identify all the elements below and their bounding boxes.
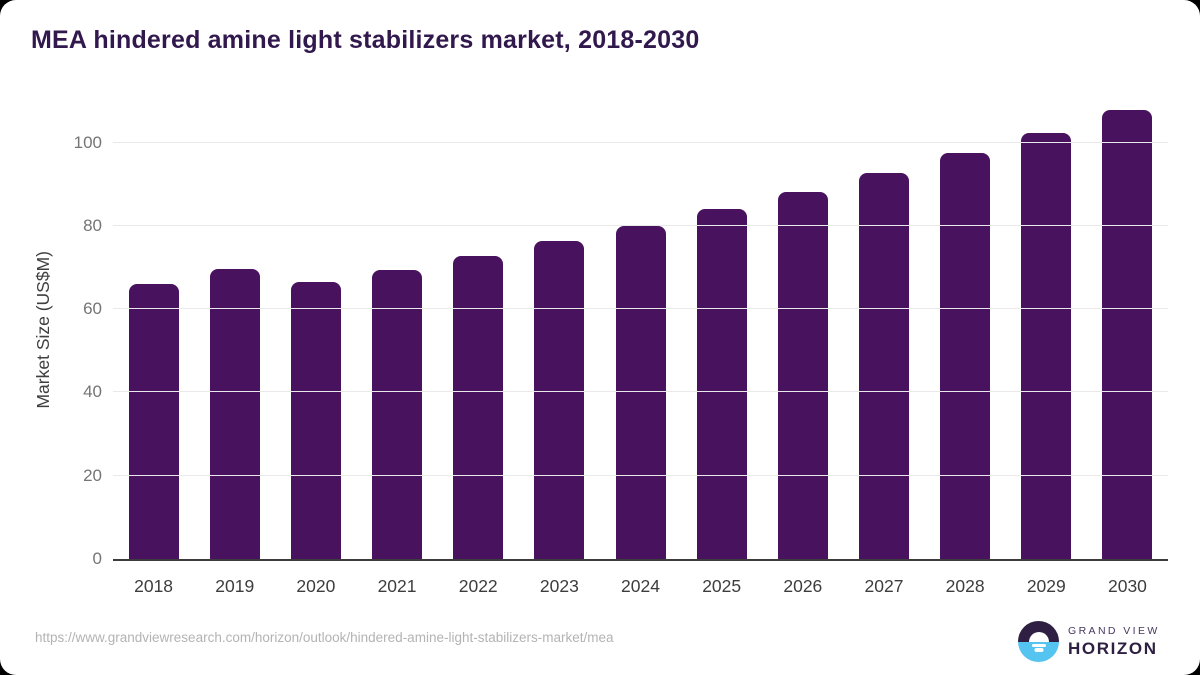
bar-cell-2020: 2020: [275, 101, 356, 596]
x-tick-label-2024: 2024: [621, 576, 660, 596]
bar-2020[interactable]: [290, 282, 341, 559]
brand-logo[interactable]: GRAND VIEW HORIZON: [1018, 621, 1160, 662]
x-tick-label-2020: 2020: [296, 576, 336, 596]
bar-cell-2026: 2026: [762, 101, 843, 596]
bar-cell-2030: 2030: [1087, 101, 1168, 596]
gridline-y-20: [113, 474, 1168, 476]
y-axis-title-label: Market Size (US$M): [32, 251, 53, 409]
bar-2023[interactable]: [534, 240, 585, 559]
bar-2030[interactable]: [1102, 109, 1153, 559]
bar-cell-2028: 2028: [925, 101, 1006, 596]
y-tick-label-80: 80: [83, 215, 102, 235]
logo-reflection-line-1: [1031, 643, 1046, 648]
bar-cell-2021: 2021: [356, 101, 437, 596]
y-tick-label-60: 60: [83, 299, 102, 319]
bar-2027[interactable]: [858, 173, 909, 559]
bar-2029[interactable]: [1021, 133, 1072, 559]
bar-cell-2018: 2018: [113, 101, 194, 596]
brand-name-bottom: HORIZON: [1068, 638, 1158, 658]
y-tick-label-20: 20: [83, 465, 102, 485]
bar-cell-2029: 2029: [1006, 101, 1087, 596]
x-tick-label-2021: 2021: [377, 576, 417, 596]
x-tick-label-2026: 2026: [783, 576, 823, 596]
x-tick-label-2022: 2022: [458, 576, 498, 596]
bar-series: 2018 2019 2020 2021 2022 2023 2024 2025 2026 2027…: [113, 101, 1168, 596]
y-tick-label-0: 0: [92, 549, 102, 568]
gridline-y-40: [113, 391, 1168, 393]
gridline-y-80: [113, 224, 1168, 226]
x-tick-label-2025: 2025: [702, 576, 742, 596]
bar-cell-2027: 2027: [843, 101, 924, 596]
plot-area: 2018 2019 2020 2021 2022 2023 2024 2025 2026 2027…: [74, 101, 1168, 596]
y-tick-label-100: 100: [73, 132, 102, 152]
gridline-y-60: [113, 308, 1168, 310]
bar-cell-2024: 2024: [600, 101, 681, 596]
logo-sun-shape: [1028, 631, 1049, 642]
x-tick-label-2019: 2019: [215, 576, 255, 596]
logo-sea-half: [1018, 641, 1059, 662]
chart-title: MEA hindered amine light stabilizers mar…: [31, 26, 700, 54]
x-tick-label-2018: 2018: [134, 576, 174, 596]
gridline-y-100: [113, 141, 1168, 143]
bar-2021[interactable]: [372, 270, 423, 559]
bar-cell-2025: 2025: [681, 101, 762, 596]
x-tick-label-2023: 2023: [539, 576, 579, 596]
x-tick-label-2030: 2030: [1107, 576, 1147, 596]
bar-2019[interactable]: [209, 268, 260, 559]
y-tick-label-40: 40: [83, 382, 102, 402]
logo-reflection-line-2: [1034, 648, 1043, 652]
bar-cell-2019: 2019: [194, 101, 275, 596]
y-axis-title: Market Size (US$M): [30, 101, 56, 559]
bar-2025[interactable]: [696, 208, 747, 559]
bar-2026[interactable]: [777, 192, 828, 559]
x-tick-label-2029: 2029: [1026, 576, 1066, 596]
source-url: https://www.grandviewresearch.com/horizo…: [35, 630, 614, 645]
x-tick-label-2028: 2028: [945, 576, 985, 596]
bar-2022[interactable]: [453, 255, 504, 559]
brand-name-top: GRAND VIEW: [1068, 624, 1160, 637]
bar-cell-2022: 2022: [438, 101, 519, 596]
horizon-logo-icon: [1018, 621, 1059, 662]
bar-cell-2023: 2023: [519, 101, 600, 596]
x-tick-label-2027: 2027: [864, 576, 904, 596]
logo-sky-half: [1018, 621, 1059, 642]
brand-text: GRAND VIEW HORIZON: [1068, 625, 1160, 659]
bar-2018[interactable]: [128, 283, 179, 559]
bar-2028[interactable]: [940, 153, 991, 559]
